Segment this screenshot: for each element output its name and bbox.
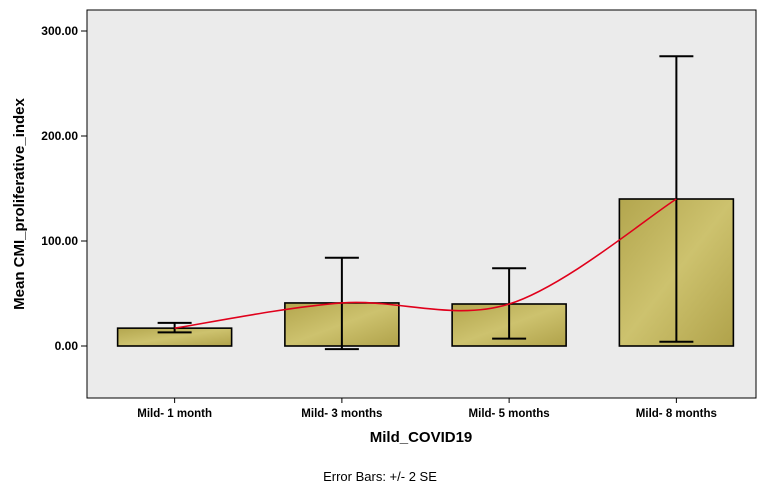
x-tick-label: Mild- 3 months <box>301 408 382 420</box>
x-axis: Mild- 1 month Mild- 3 months Mild- 5 month… <box>137 398 717 420</box>
y-tick-label: 100.00 <box>41 234 78 248</box>
trend-line <box>174 198 677 329</box>
error-bar-footnote: Error Bars: +/- 2 SE <box>323 469 437 484</box>
y-tick-label: 0.00 <box>55 339 79 353</box>
x-tick-label: Mild- 1 month <box>137 408 212 420</box>
y-axis-title: Mean CMI_proliferative_index <box>11 97 28 309</box>
x-axis-title: Mild_COVID19 <box>370 429 473 446</box>
y-tick-label: 200.00 <box>41 129 78 143</box>
x-tick-label: Mild- 5 months <box>469 408 550 420</box>
y-tick-label: 300.00 <box>41 24 78 38</box>
x-tick-label: Mild- 8 months <box>636 408 717 420</box>
y-axis: 0.00 100.00 200.00 300.00 <box>41 24 87 353</box>
